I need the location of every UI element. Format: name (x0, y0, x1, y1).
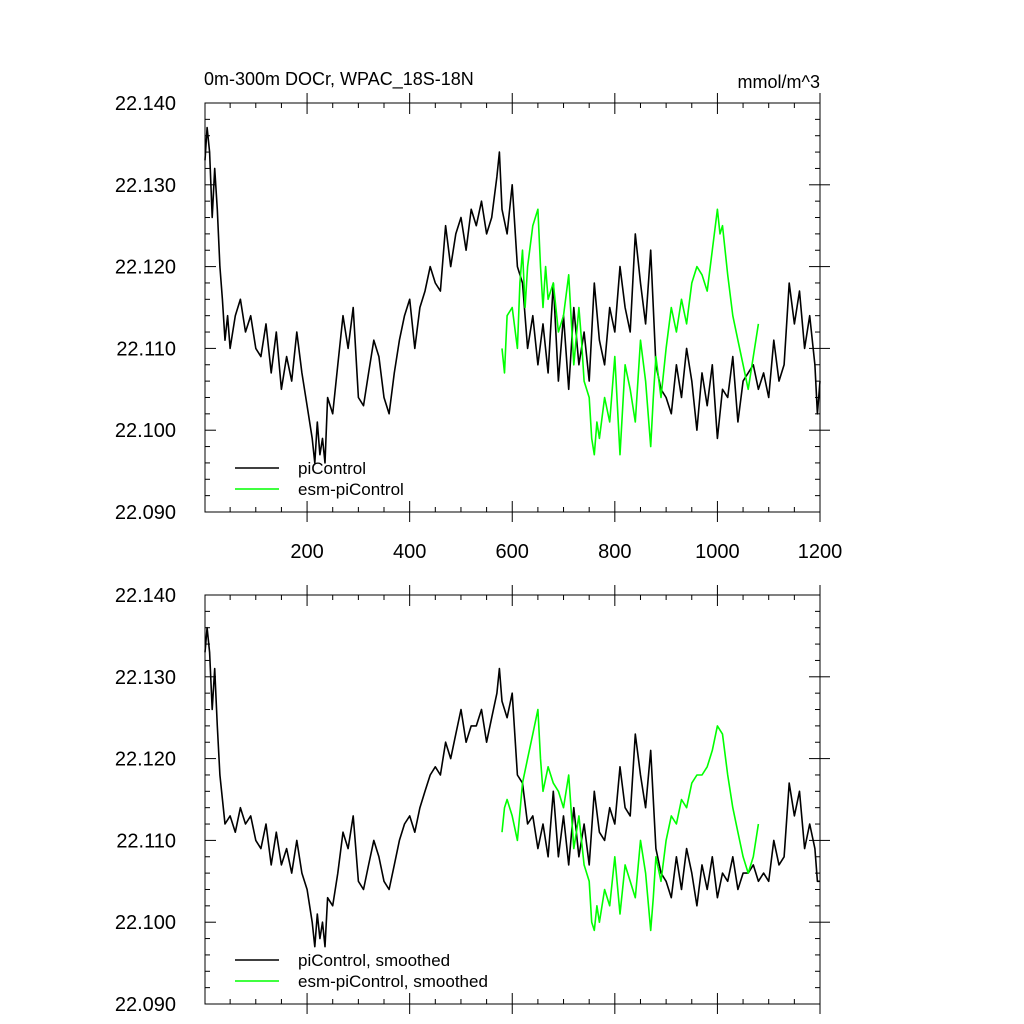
x-tick-label: 600 (496, 541, 529, 563)
legend-label: piControl, smoothed (298, 951, 450, 970)
y-tick-label: 22.100 (115, 912, 176, 934)
legend-label: piControl (298, 459, 366, 478)
y-tick-label: 22.140 (115, 93, 176, 115)
panel-bottom: 22.140 22.130 22.120 22.110 22.100 22.090 piCo… (115, 585, 830, 1016)
panel-top: 22.140 22.130 22.120 22.110 22.100 22.090 200 4… (115, 93, 842, 563)
y-tick-label: 22.130 (115, 667, 176, 689)
legend-label: esm-piControl, smoothed (298, 972, 488, 991)
x-tick-label: 1000 (695, 541, 740, 563)
y-tick-label: 22.140 (115, 585, 176, 607)
y-tick-label: 22.090 (115, 502, 176, 524)
legend-label: esm-piControl (298, 480, 404, 499)
x-tick-label: 400 (393, 541, 426, 563)
plot-frame (204, 594, 821, 1005)
y-tick-label: 22.120 (115, 257, 176, 279)
x-tick-label: 800 (598, 541, 631, 563)
chart-title: 0m-300m DOCr, WPAC_18S-18N (204, 69, 474, 90)
series-line-picontrol (204, 126, 821, 464)
y-tick-label: 22.110 (116, 830, 176, 852)
series-line-esm-picontrol (501, 708, 760, 932)
y-tick-label: 22.090 (115, 994, 176, 1016)
series-line-esm-picontrol (501, 208, 760, 456)
y-tick-label: 22.120 (115, 749, 176, 771)
y-tick-label: 22.110 (116, 338, 176, 360)
chart-units: mmol/m^3 (738, 72, 820, 92)
y-tick-label: 22.100 (115, 420, 176, 442)
x-tick-label: 1200 (798, 541, 843, 563)
y-tick-label: 22.130 (115, 175, 176, 197)
series-line-picontrol (204, 626, 820, 948)
x-tick-label: 200 (290, 541, 323, 563)
